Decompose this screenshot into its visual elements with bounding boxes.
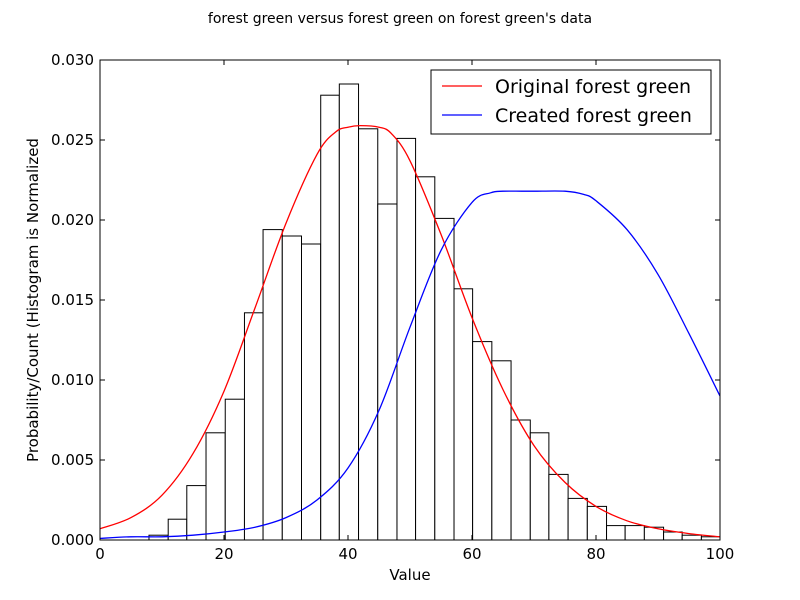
histogram-bar bbox=[224, 398, 245, 541]
histogram-bar bbox=[663, 531, 683, 541]
chart-title: forest green versus forest green on fore… bbox=[208, 11, 592, 27]
histogram-bar bbox=[148, 534, 169, 541]
histogram-bar bbox=[453, 288, 474, 541]
series-line-original bbox=[99, 124, 721, 538]
series-line-created bbox=[99, 190, 721, 540]
histogram-bar bbox=[548, 473, 569, 541]
x-tick-label: 20 bbox=[214, 545, 233, 563]
histogram-bar bbox=[358, 128, 379, 541]
y-tick-label: 0.005 bbox=[51, 451, 94, 469]
y-tick-label: 0.020 bbox=[51, 211, 94, 229]
histogram-bar bbox=[681, 534, 702, 541]
x-tick-label: 0 bbox=[95, 545, 105, 563]
histogram-bar bbox=[606, 525, 626, 541]
histogram-bar bbox=[281, 235, 302, 541]
legend-box bbox=[430, 69, 712, 135]
histogram-bar bbox=[415, 176, 436, 541]
y-axis: 0.000 0.005 0.010 0.015 0.020 0.025 0.030 bbox=[51, 51, 720, 549]
histogram-bar bbox=[338, 83, 360, 541]
histogram-bar bbox=[301, 243, 322, 541]
legend-label: Original forest green bbox=[495, 76, 691, 98]
histogram-bar bbox=[243, 312, 264, 541]
y-tick-label: 0.010 bbox=[51, 371, 94, 389]
histogram-bar bbox=[472, 341, 493, 541]
legend-label: Created forest green bbox=[495, 105, 692, 127]
y-tick-label: 0.000 bbox=[51, 531, 94, 549]
histogram-bar bbox=[205, 432, 226, 541]
histogram-bar bbox=[510, 419, 531, 541]
legend: Original forest green Created forest gree… bbox=[430, 69, 712, 135]
histogram bbox=[148, 83, 721, 541]
x-tick-label: 100 bbox=[706, 545, 735, 563]
histogram-bar bbox=[320, 94, 340, 541]
histogram-bar bbox=[624, 525, 645, 541]
y-tick-label: 0.015 bbox=[51, 291, 94, 309]
x-tick-label: 60 bbox=[462, 545, 481, 563]
histogram-bar bbox=[529, 432, 550, 541]
x-axis-label: Value bbox=[389, 566, 430, 584]
x-tick-label: 80 bbox=[586, 545, 605, 563]
histogram-bar bbox=[567, 497, 588, 541]
y-axis-label: Probability/Count (Histogram is Normaliz… bbox=[24, 138, 42, 462]
y-tick-label: 0.025 bbox=[51, 131, 94, 149]
histogram-bar bbox=[396, 137, 417, 541]
x-axis: 0 20 40 60 80 100 bbox=[95, 60, 734, 563]
histogram-bar bbox=[434, 217, 455, 541]
series-lines bbox=[99, 124, 721, 540]
x-tick-label: 40 bbox=[338, 545, 357, 563]
histogram-bar bbox=[186, 485, 207, 541]
y-tick-label: 0.030 bbox=[51, 51, 94, 69]
